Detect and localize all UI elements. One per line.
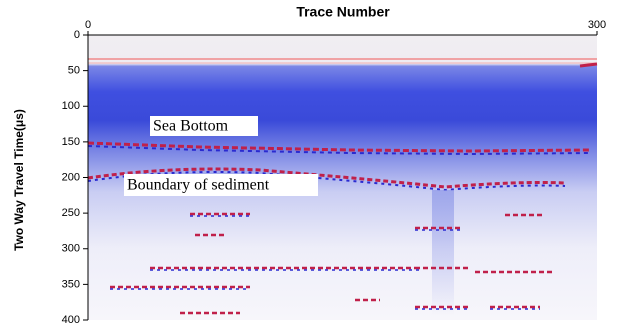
y-tick-label: 0: [74, 29, 80, 41]
annotation: Boundary of sediment: [127, 177, 270, 194]
y-tick-label: 150: [62, 136, 80, 148]
y-axis-label: Two Way Travel Time(μs): [12, 109, 26, 251]
y-tick-label: 100: [62, 100, 80, 112]
y-tick-label: 50: [68, 65, 80, 77]
y-tick-label: 300: [62, 243, 80, 255]
chart: Trace Number Two Way Travel Time(μs) Sea…: [0, 0, 623, 324]
chart-title: Trace Number: [296, 4, 390, 20]
y-tick-label: 250: [62, 207, 80, 219]
y-tick-label: 400: [62, 314, 80, 324]
y-tick-label: 200: [62, 171, 80, 183]
annotation: Sea Bottom: [153, 118, 229, 135]
x-tick-label: 0: [85, 19, 91, 31]
x-tick-label: 300: [588, 19, 606, 31]
y-tick-label: 350: [62, 278, 80, 290]
